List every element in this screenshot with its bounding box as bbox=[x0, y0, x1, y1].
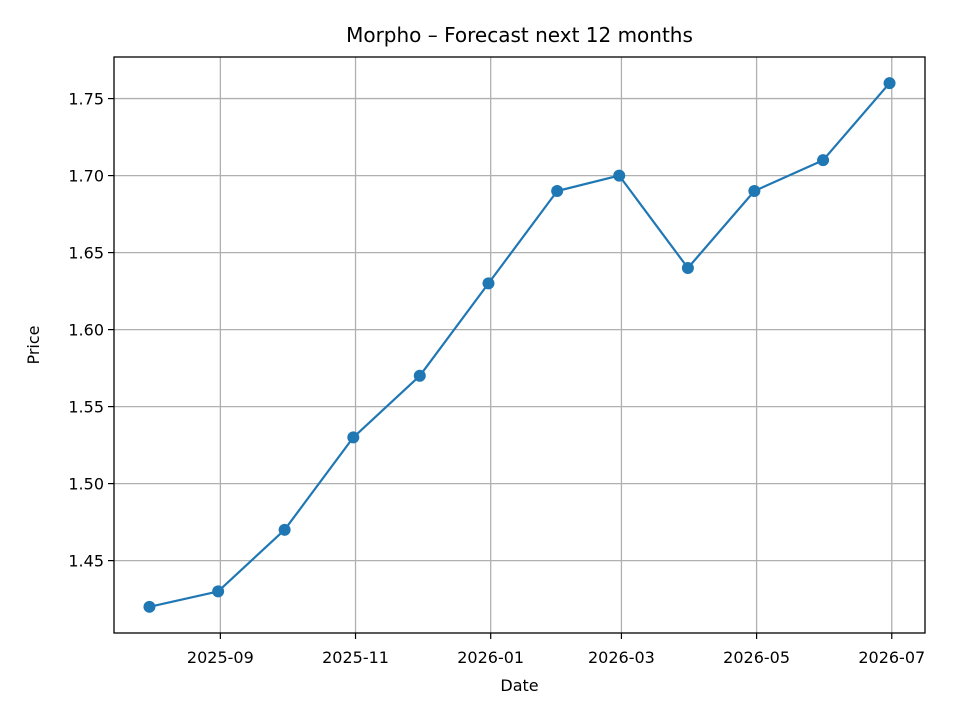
y-tick-label: 1.75 bbox=[68, 90, 104, 109]
data-point bbox=[482, 277, 495, 290]
data-point bbox=[551, 184, 564, 197]
x-tick-label: 2025-09 bbox=[187, 648, 254, 667]
y-tick-label: 1.55 bbox=[68, 398, 104, 417]
data-point bbox=[143, 600, 156, 613]
x-tick-label: 2026-05 bbox=[723, 648, 790, 667]
data-point bbox=[212, 585, 225, 598]
x-tick-label: 2026-07 bbox=[858, 648, 925, 667]
data-point bbox=[748, 184, 761, 197]
data-point bbox=[347, 431, 360, 444]
data-point bbox=[883, 77, 896, 90]
data-point bbox=[817, 154, 830, 167]
y-tick-label: 1.65 bbox=[68, 244, 104, 263]
series-layer bbox=[143, 77, 896, 613]
grid bbox=[114, 57, 925, 633]
y-tick-label: 1.50 bbox=[68, 475, 104, 494]
data-point bbox=[681, 261, 694, 274]
x-axis-label: Date bbox=[500, 676, 538, 695]
y-tick-label: 1.70 bbox=[68, 167, 104, 186]
y-axis-label: Price bbox=[24, 325, 43, 364]
x-tick-label: 2026-01 bbox=[457, 648, 524, 667]
axis-ticks: 2025-09 2025-11 2026-01 2026-03 2026-05 2026-… bbox=[68, 90, 925, 667]
data-point bbox=[413, 369, 426, 382]
x-tick-label: 2025-11 bbox=[322, 648, 389, 667]
chart-title: Morpho – Forecast next 12 months bbox=[346, 23, 693, 47]
plot-frame bbox=[113, 56, 926, 634]
series-line bbox=[149, 82, 891, 608]
y-tick-label: 1.60 bbox=[68, 321, 104, 340]
data-point bbox=[278, 523, 291, 536]
data-point bbox=[613, 169, 626, 182]
x-tick-label: 2026-03 bbox=[588, 648, 655, 667]
y-tick-label: 1.45 bbox=[68, 552, 104, 571]
